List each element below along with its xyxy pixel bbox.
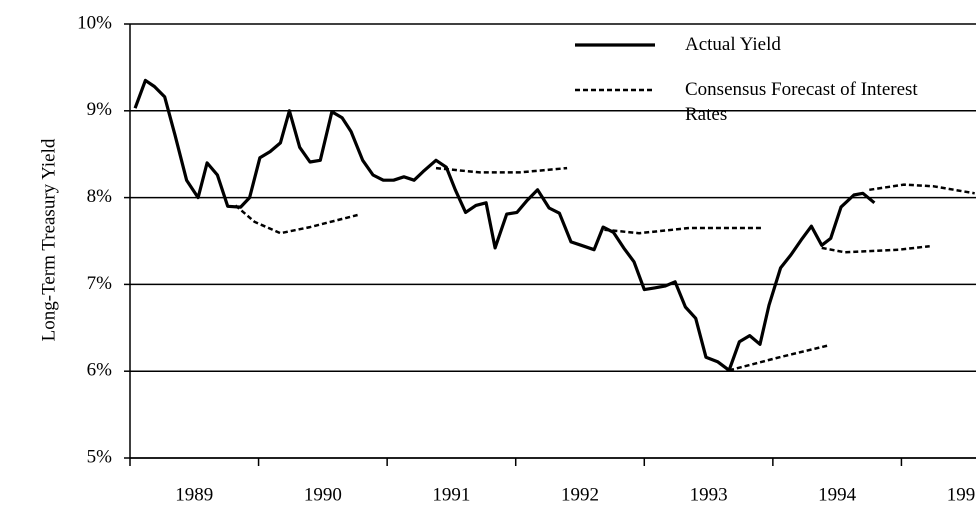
x-tick-label: 1991 — [432, 484, 470, 505]
x-tick-label: 1995 — [947, 484, 976, 505]
y-tick-label: 8% — [87, 186, 113, 207]
x-tick-label: 1990 — [304, 484, 342, 505]
y-tick-label: 6% — [87, 360, 113, 381]
y-tick-label: 7% — [87, 273, 113, 294]
forecast-line — [234, 166, 975, 372]
legend-label: Consensus Forecast of Interest Rates — [685, 79, 918, 125]
actual-line — [133, 78, 876, 372]
y-tick-label: 9% — [87, 99, 113, 120]
y-tick-label: 5% — [87, 446, 113, 467]
y-axis-label: Long-Term Treasury Yield — [38, 138, 59, 341]
legend-label: Actual Yield — [685, 34, 781, 55]
x-tick-label: 1994 — [818, 484, 857, 505]
x-tick-label: 1989 — [175, 484, 213, 505]
x-tick-label: 1993 — [690, 484, 728, 505]
y-tick-label: 10% — [77, 12, 112, 33]
x-tick-label: 1992 — [561, 484, 599, 505]
